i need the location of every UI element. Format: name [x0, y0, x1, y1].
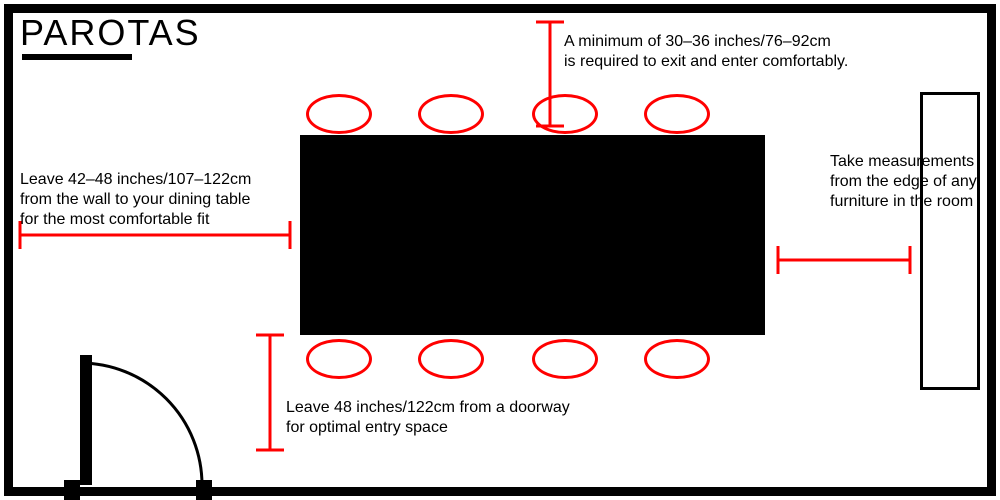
label-right: Take measurements from the edge of any f… — [830, 152, 977, 212]
label-doorway: Leave 48 inches/122cm from a doorway for… — [286, 398, 570, 438]
label-top: A minimum of 30–36 inches/76–92cm is req… — [564, 32, 848, 72]
label-left: Leave 42–48 inches/107–122cm from the wa… — [20, 170, 251, 230]
